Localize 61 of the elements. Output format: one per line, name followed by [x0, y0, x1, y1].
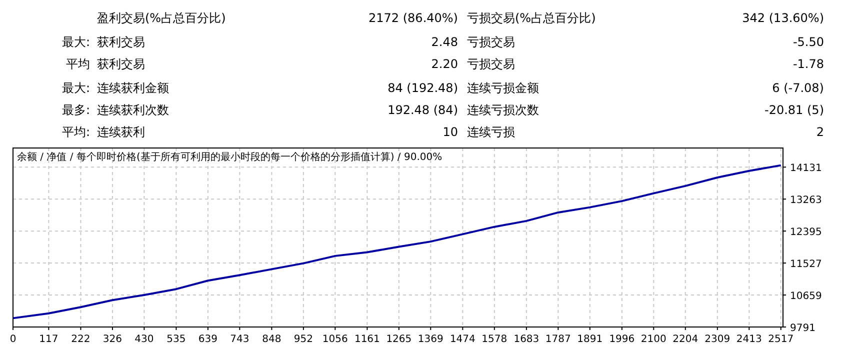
annotation: 平均 — [66, 57, 90, 71]
xtick: 848 — [262, 334, 282, 345]
xtick: 1474 — [450, 334, 476, 345]
annotation: 最大: — [62, 35, 90, 49]
xtick: 2204 — [672, 334, 698, 345]
xtick: 1891 — [577, 334, 603, 345]
xtick: 952 — [294, 334, 313, 345]
annotation: 连续亏损 — [467, 125, 515, 139]
xtick: 535 — [166, 334, 186, 345]
annotation: 亏损交易 — [467, 35, 515, 49]
xtick: 1578 — [482, 334, 508, 345]
xtick: 1265 — [386, 334, 412, 345]
xtick: 1683 — [514, 334, 540, 345]
xtick: 2100 — [640, 334, 666, 345]
annotation: 连续获利金额 — [97, 81, 169, 95]
annotation: 2.48 — [431, 35, 458, 49]
annotation: 亏损交易(%占总百分比) — [467, 11, 596, 25]
annotation: 连续亏损次数 — [467, 103, 539, 117]
ytick: 13263 — [790, 195, 822, 206]
ytick: 14131 — [790, 163, 822, 174]
annotation: 2.20 — [431, 57, 458, 71]
xtick: 326 — [102, 334, 122, 345]
annotation: 最大: — [62, 81, 90, 95]
ytick: 12395 — [790, 227, 822, 238]
xtick: 0 — [10, 334, 16, 345]
annotation: -1.78 — [792, 57, 824, 71]
xtick: 430 — [134, 334, 154, 345]
annotation: 盈利交易(%占总百分比) — [97, 11, 226, 25]
ytick: 10659 — [790, 291, 822, 302]
annotation: 连续亏损金额 — [467, 81, 539, 95]
xtick: 1996 — [609, 334, 635, 345]
annotation: 平均: — [62, 125, 90, 139]
annotation: 连续获利 — [97, 125, 145, 139]
annotation: 192.48 (84) — [388, 103, 458, 117]
annotation: -20.81 (5) — [764, 103, 824, 117]
xtick: 222 — [71, 334, 90, 345]
xtick: 639 — [198, 334, 218, 345]
annotation: 2172 (86.40%) — [368, 11, 458, 25]
ytick: 9791 — [790, 323, 816, 334]
annotation: 84 (192.48) — [388, 81, 458, 95]
xtick: 743 — [230, 334, 250, 345]
annotation: 获利交易 — [97, 35, 145, 49]
xtick: 1369 — [418, 334, 444, 345]
xtick: 1056 — [322, 334, 348, 345]
xtick: 2309 — [704, 334, 730, 345]
annotation: 最多: — [62, 103, 90, 117]
annotation: 获利交易 — [97, 57, 145, 71]
xtick: 2517 — [768, 334, 794, 345]
annotation: 10 — [442, 125, 458, 139]
annotation: 6 (-7.08) — [772, 81, 824, 95]
ytick: 11527 — [790, 259, 822, 270]
annotation: 2 — [816, 125, 824, 139]
title: 余额 / 净值 / 每个即时价格(基于所有可利用的最小时段的每一个价格的分形插值计算) / 90.00% — [17, 152, 442, 163]
annotation: 342 (13.60%) — [742, 11, 824, 25]
annotation: 亏损交易 — [467, 57, 515, 71]
xtick: 1787 — [545, 334, 571, 345]
annotation: -5.50 — [792, 35, 824, 49]
annotation: 连续获利次数 — [97, 103, 169, 117]
xtick: 1161 — [354, 334, 380, 345]
xtick: 2413 — [736, 334, 762, 345]
xtick: 117 — [39, 334, 58, 345]
